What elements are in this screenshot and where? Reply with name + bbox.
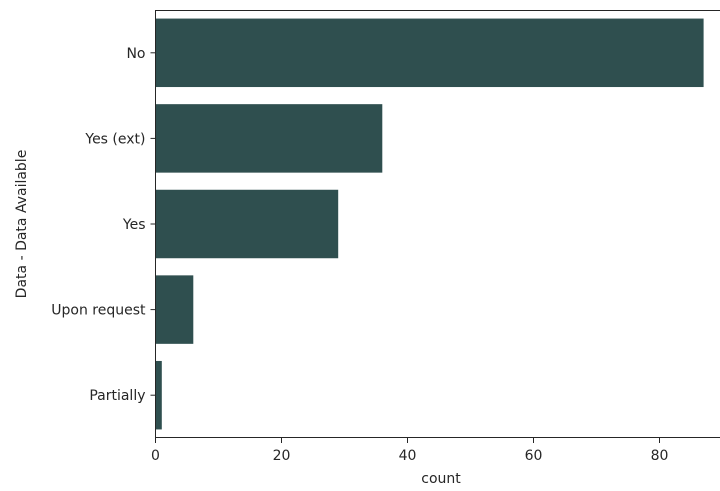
bars-group [155,18,704,430]
x-tick-label: 60 [525,448,543,464]
y-tick-label: Upon request [51,303,146,319]
bar-upon-request [155,275,194,344]
x-axis-label: count [421,471,461,487]
y-tick-label: Yes [122,217,146,233]
x-tick-label: 20 [273,448,291,464]
y-tick-label: Yes (ext) [84,131,145,147]
y-tick-label: Partially [89,388,145,404]
x-ticks-group: 0 20 40 60 80 [151,438,668,464]
x-tick-label: 40 [399,448,417,464]
bar-no [155,18,704,88]
x-tick-label: 0 [151,448,160,464]
y-axis-label: Data - Data Available [14,150,30,299]
y-tick-label: No [126,46,145,62]
y-ticks-group: No Yes (ext) Yes Upon request Partially [51,46,156,404]
bar-yes [155,189,339,259]
bar-yes-ext [155,104,383,173]
x-tick-label: 80 [651,448,669,464]
bar-partially [155,360,162,430]
